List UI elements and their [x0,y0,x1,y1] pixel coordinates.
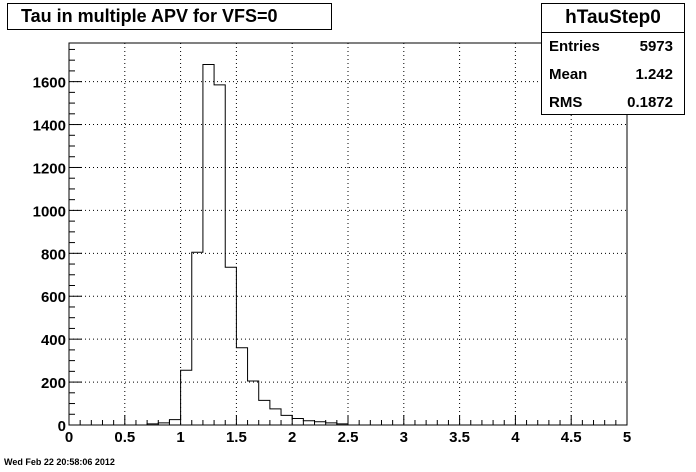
x-tick-label: 2.5 [338,429,359,446]
y-tick-label: 0 [58,418,66,435]
stats-row-mean: Mean 1.242 [542,61,684,89]
y-tick-label: 800 [41,246,66,263]
stats-row-rms: RMS 0.1872 [542,89,684,117]
y-tick-label: 1600 [33,75,66,92]
x-tick-label: 5 [623,429,631,446]
stats-label: Entries [549,38,600,55]
y-tick-label: 600 [41,289,66,306]
x-tick-label: 3.5 [449,429,470,446]
y-tick-label: 1200 [33,160,66,177]
x-tick-label: 0.5 [114,429,135,446]
y-tick-label: 1400 [33,118,66,135]
stats-value: 1.242 [635,66,673,83]
y-tick-label: 1000 [33,203,66,220]
plot-frame [68,42,628,426]
y-tick-label: 400 [41,332,66,349]
stats-value: 5973 [639,38,673,55]
x-tick-label: 0 [65,429,73,446]
y-tick-label: 200 [41,375,66,392]
timestamp-footer: Wed Feb 22 20:58:06 2012 [4,457,115,467]
stats-label: Mean [549,66,588,83]
stats-label: RMS [549,94,583,111]
x-tick-label: 4 [511,429,520,446]
x-tick-label: 1.5 [226,429,247,446]
x-tick-label: 2 [288,429,296,446]
x-tick-label: 3 [400,429,408,446]
chart-title: Tau in multiple APV for VFS=0 [7,3,332,30]
stats-histogram-name: hTauStep0 [542,4,684,33]
stats-value: 0.1872 [627,94,673,111]
stats-row-entries: Entries 5973 [542,33,684,61]
stats-box: hTauStep0 Entries 5973 Mean 1.242 RMS 0.… [541,3,685,115]
x-tick-label: 4.5 [561,429,582,446]
x-tick-label: 1 [176,429,184,446]
